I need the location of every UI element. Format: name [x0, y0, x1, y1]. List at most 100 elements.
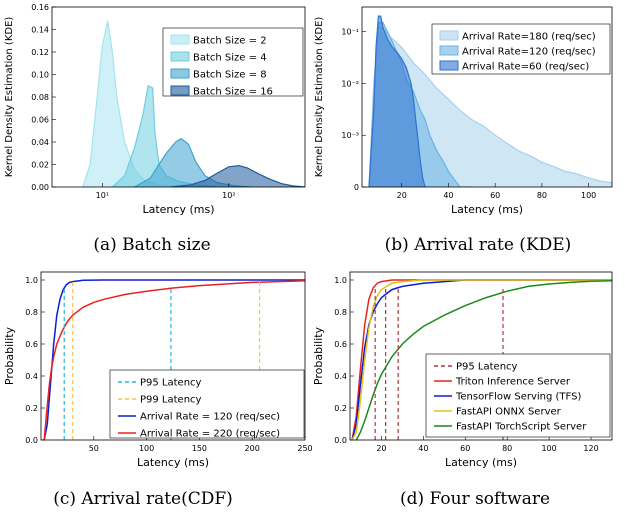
subfigure-caption: (b) Arrival rate (KDE): [385, 235, 572, 255]
legend-label: P95 Latency: [456, 362, 518, 373]
x-axis-label: Latency (ms): [142, 203, 214, 216]
y-tick-label: 1.0: [25, 276, 38, 285]
series-line-1: [351, 279, 612, 440]
x-axis-label: Latency (ms): [445, 456, 517, 469]
axes-frame: [361, 6, 613, 188]
y-tick-label: 0.8: [25, 308, 38, 317]
legend: P95 Latency Triton Inference Server Tensor…: [425, 353, 611, 438]
series-line-3: [368, 15, 426, 187]
x-tick-label: 50: [89, 444, 99, 453]
y-tick-label: 0.02: [31, 161, 49, 170]
x-tick-label: 250: [297, 444, 312, 453]
series-area-3: [134, 138, 252, 187]
y-tick-label: 1.0: [334, 276, 347, 285]
legend-swatch: [170, 85, 190, 96]
series-line-4: [171, 164, 305, 187]
x-tick-label: 40: [443, 191, 453, 200]
legend: P95 Latency P99 Latency Arrival Rate = 120…: [109, 369, 305, 440]
series-line-2: [43, 280, 305, 440]
series-line-3: [351, 279, 612, 440]
legend-label: Arrival Rate=60 (req/sec): [462, 62, 589, 73]
series-area-2: [112, 85, 217, 187]
legend-swatch: [439, 45, 459, 56]
legend-label: Arrival Rate = 220 (req/sec): [140, 429, 280, 440]
legend-label: Batch Size = 2: [193, 36, 267, 47]
plot-area: [82, 20, 305, 187]
legend-label: Arrival Rate=120 (req/sec): [462, 47, 596, 58]
series-line-2: [351, 279, 612, 440]
y-tick-label: 10⁻¹: [341, 28, 359, 37]
y-tick-label: 0.16: [31, 3, 49, 12]
x-tick-label: 100: [139, 444, 154, 453]
x-tick-label: 60: [490, 191, 500, 200]
legend-box: [162, 27, 304, 97]
x-tick-label: 100: [581, 191, 596, 200]
chart-panel-4: 0.0 0.2 0.4 0.6 0.8 1.0 20 40 60 80 100 120 Latency …: [312, 271, 613, 509]
x-tick-label: 200: [245, 444, 260, 453]
y-tick-label: 10⁻²: [341, 79, 359, 88]
y-tick-label: 0.12: [31, 48, 49, 57]
x-axis-label: Latency (ms): [451, 203, 523, 216]
x-tick-label: 40: [418, 444, 428, 453]
series-area-4: [171, 165, 305, 187]
legend-label: TensorFlow Serving (TFS): [455, 392, 581, 403]
series-line-1: [43, 279, 305, 440]
legend-label: Batch Size = 16: [193, 87, 273, 98]
legend-box: [109, 369, 305, 439]
legend-label: FastAPI TorchScript Server: [456, 422, 587, 433]
chart-panel-1: 0.00 0.02 0.04 0.06 0.08 0.10 0.12 0.14 0.16 10¹ 1…: [4, 3, 306, 255]
y-tick-label: 0.2: [25, 404, 38, 413]
legend-swatch: [170, 68, 190, 79]
legend-label: Triton Inference Server: [455, 377, 571, 388]
legend-label: P99 Latency: [140, 395, 202, 406]
axes-frame: [349, 271, 613, 441]
y-tick-label: 10⁻³: [341, 131, 359, 140]
x-tick-label: 120: [583, 444, 598, 453]
y-axis-label: Kernel Density Estimation (KDE): [4, 17, 15, 178]
subfigure-caption: (c) Arrival rate(CDF): [53, 489, 233, 509]
legend-swatch: [439, 60, 459, 71]
legend-swatch: [170, 34, 190, 45]
x-tick-label: 10²: [222, 191, 235, 200]
chart-panel-3: 0.0 0.2 0.4 0.6 0.8 1.0 50 100 150 200 250 Latency …: [3, 271, 313, 509]
plot-area: [43, 279, 305, 440]
legend-label: Arrival Rate = 120 (req/sec): [140, 412, 280, 423]
y-tick-label: 0.08: [31, 93, 49, 102]
legend-swatch: [170, 51, 190, 62]
y-tick-label: 0.10: [31, 71, 49, 80]
legend-swatch: [439, 30, 459, 41]
y-tick-label: 0.0: [25, 436, 38, 445]
y-axis-label: Probability: [3, 326, 16, 385]
series-line-4: [355, 280, 612, 440]
y-axis-label: Kernel Density Estimation (KDE): [314, 17, 325, 178]
y-tick-label: 0.04: [31, 138, 49, 147]
y-tick-label: 0.4: [25, 372, 38, 381]
y-tick-label: 0: [354, 183, 359, 192]
y-tick-label: 0.06: [31, 116, 49, 125]
legend-label: Batch Size = 4: [193, 53, 267, 64]
legend: Arrival Rate=180 (req/sec) Arrival Rate=1…: [431, 23, 611, 75]
legend: Batch Size = 2 Batch Size = 4 Batch Size =…: [162, 27, 304, 98]
x-tick-label: 20: [397, 191, 407, 200]
x-tick-label: 60: [460, 444, 470, 453]
axes-frame: [40, 271, 306, 441]
chart-panel-2: 10⁻¹ 10⁻² 10⁻³ 0 20 40 60 80 100 Latency (ms) Kern…: [314, 6, 613, 255]
y-tick-label: 0.2: [334, 404, 347, 413]
y-tick-label: 0.6: [334, 340, 347, 349]
x-tick-label: 80: [537, 191, 547, 200]
x-tick-label: 20: [376, 444, 386, 453]
x-tick-label: 10¹: [96, 191, 109, 200]
legend-label: P95 Latency: [140, 378, 202, 389]
legend-label: Arrival Rate=180 (req/sec): [462, 32, 596, 43]
plot-area: [351, 279, 612, 440]
y-tick-label: 0.0: [334, 436, 347, 445]
y-tick-label: 0.6: [25, 340, 38, 349]
y-tick-label: 0.8: [334, 308, 347, 317]
y-tick-label: 0.4: [334, 372, 347, 381]
y-tick-label: 0.14: [31, 26, 49, 35]
legend-box: [431, 23, 611, 75]
y-axis-label: Probability: [312, 326, 325, 385]
legend-label: Batch Size = 8: [193, 70, 267, 81]
series-area-3: [369, 16, 426, 187]
